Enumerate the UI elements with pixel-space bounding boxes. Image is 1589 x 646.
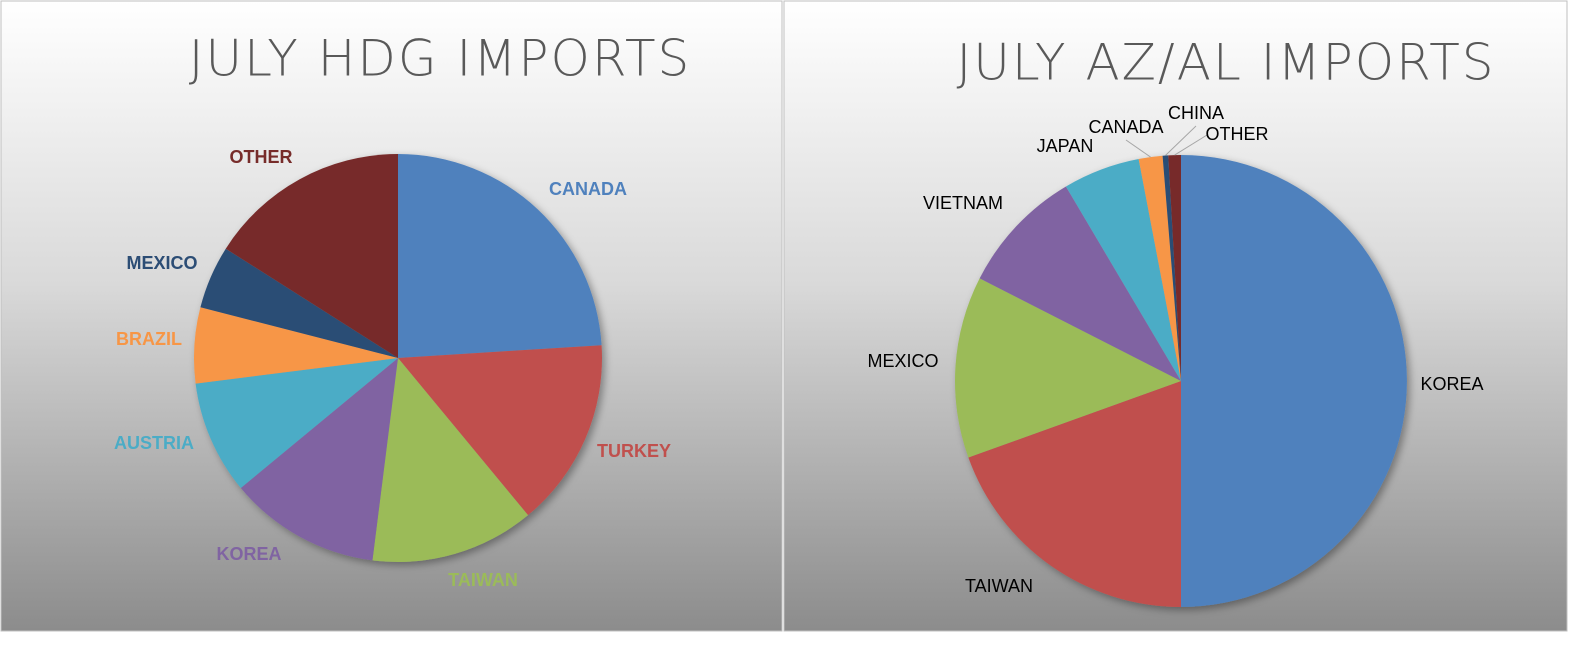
data-label: TAIWAN	[448, 570, 518, 590]
data-label: AUSTRIA	[114, 433, 194, 453]
pie-slice	[1181, 155, 1407, 607]
pie-slice	[372, 358, 529, 562]
chart-title: JULY AZ/AL IMPORTS	[956, 34, 1495, 92]
pie-slice	[240, 358, 398, 561]
data-label: OTHER	[1206, 124, 1269, 144]
pie-slice	[955, 278, 1181, 458]
pie-slice	[968, 381, 1181, 607]
pie-slice	[1162, 155, 1181, 381]
pie-slice	[398, 154, 602, 358]
leader-line	[1165, 125, 1197, 156]
pie-slice	[979, 186, 1181, 381]
pie-slice	[1065, 159, 1181, 381]
pie	[955, 155, 1407, 607]
data-label: TURKEY	[597, 441, 671, 461]
pie-slice	[200, 248, 398, 358]
data-label: OTHER	[230, 147, 293, 167]
pie-slice	[225, 154, 398, 358]
data-label: KOREA	[216, 544, 281, 564]
leader-line	[1174, 134, 1208, 156]
pie-slice	[1168, 155, 1181, 381]
data-label: VIETNAM	[923, 193, 1003, 213]
data-label: MEXICO	[867, 351, 938, 371]
pie	[194, 154, 602, 562]
data-label: KOREA	[1420, 374, 1483, 394]
pie-slice	[194, 307, 398, 384]
data-label: CHINA	[1168, 103, 1224, 123]
data-label: CANADA	[549, 179, 627, 199]
data-label: BRAZIL	[116, 329, 182, 349]
leader-line	[1125, 139, 1151, 158]
pie-slice	[195, 358, 398, 489]
data-label: CANADA	[1088, 117, 1163, 137]
pie-slice	[1138, 155, 1181, 381]
data-label: TAIWAN	[965, 576, 1033, 596]
pie-slice	[398, 345, 602, 516]
data-label: JAPAN	[1037, 136, 1094, 156]
data-label: MEXICO	[126, 253, 197, 273]
chart-title: JULY HDG IMPORTS	[189, 30, 692, 88]
